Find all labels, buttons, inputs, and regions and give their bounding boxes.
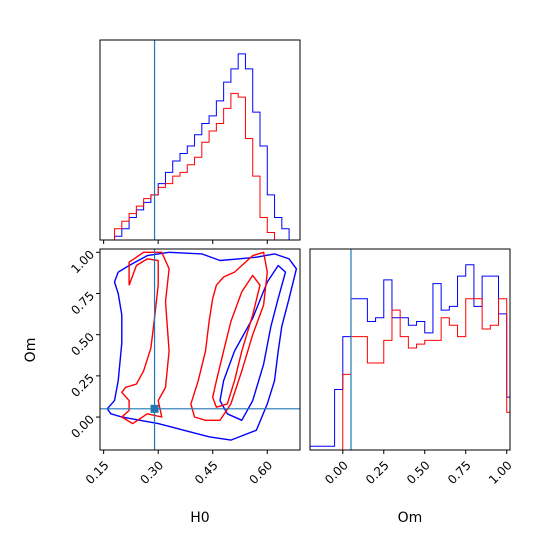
h0-marginal-frame: [99, 39, 301, 241]
joint-frame: [99, 248, 301, 451]
h0-axis-label: H0: [190, 510, 209, 526]
om-x-tick-label: 0.75: [445, 458, 474, 487]
h0-blue-histogram: [100, 53, 297, 241]
om-x-tick-label: 0.00: [322, 458, 351, 487]
h0-om-joint-panel: 0.15 0.30 0.45 0.60 0.00 0.25 0.50 0.75 1.00 H0…: [23, 247, 301, 526]
om-x-tick-label: 0.50: [404, 458, 433, 487]
om-y-tick-label: 1.00: [68, 247, 97, 276]
om-blue-histogram: [310, 264, 511, 447]
om-marginal-frame: [309, 248, 511, 451]
red-contour: [190, 251, 268, 421]
h0-x-tick-label: 0.30: [137, 458, 166, 487]
om-y-tick-label: 0.25: [68, 371, 97, 400]
om-x-tick-label: 1.00: [486, 458, 515, 487]
om-marginal-panel: 0.00 0.25 0.50 0.75 1.00 Om: [309, 248, 515, 526]
om-y-tick-label: 0.00: [68, 412, 97, 441]
h0-red-histogram: [100, 92, 297, 241]
om-axis-label-left: Om: [23, 338, 39, 363]
om-red-histogram: [310, 298, 511, 451]
om-axis-label-bottom: Om: [398, 510, 423, 526]
om-x-tick-label: 0.25: [363, 458, 392, 487]
h0-x-tick-label: 0.45: [192, 458, 221, 487]
red-contour: [211, 274, 261, 408]
om-y-tick-label: 0.50: [68, 330, 97, 359]
om-y-tick-label: 0.75: [68, 289, 97, 318]
red-contour: [121, 251, 170, 425]
h0-x-tick-label: 0.60: [247, 458, 276, 487]
truth-marker: [150, 404, 159, 413]
h0-x-tick-label: 0.15: [83, 458, 112, 487]
blue-contour: [219, 264, 287, 421]
blue-contour: [106, 251, 298, 441]
h0-marginal-panel: [99, 39, 301, 244]
